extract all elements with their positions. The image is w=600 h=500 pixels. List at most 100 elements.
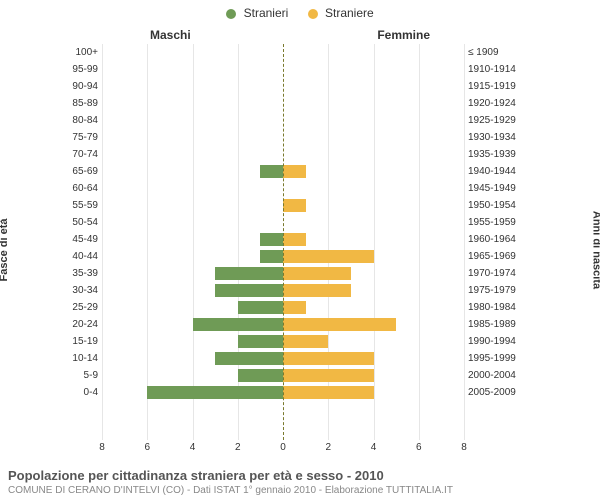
x-tick: 8 — [99, 442, 105, 453]
age-label: 95-99 — [58, 61, 102, 78]
bar-male — [147, 386, 283, 399]
age-row: 65-69 1940-1944 — [58, 163, 526, 180]
age-label: 90-94 — [58, 78, 102, 95]
age-row: 75-79 1930-1934 — [58, 129, 526, 146]
x-tick: 4 — [371, 442, 377, 453]
age-label: 55-59 — [58, 197, 102, 214]
year-label: 1970-1974 — [464, 265, 526, 282]
age-label: 35-39 — [58, 265, 102, 282]
year-label: ≤ 1909 — [464, 44, 526, 61]
male-column-title: Maschi — [150, 28, 191, 42]
age-label: 85-89 — [58, 95, 102, 112]
age-row: 80-84 1925-1929 — [58, 112, 526, 129]
age-row: 45-491960-1964 — [58, 231, 526, 248]
bar-female — [283, 386, 374, 399]
age-label: 20-24 — [58, 316, 102, 333]
footer: Popolazione per cittadinanza straniera p… — [8, 468, 592, 496]
age-label: 40-44 — [58, 248, 102, 265]
age-row: 95-99 1910-1914 — [58, 61, 526, 78]
year-label: 1965-1969 — [464, 248, 526, 265]
bar-male — [238, 301, 283, 314]
rows-container: 100+≤ 190995-991910-191490-941915-191985… — [58, 44, 526, 401]
age-label: 70-74 — [58, 146, 102, 163]
year-label: 1945-1949 — [464, 180, 526, 197]
age-label: 5-9 — [58, 367, 102, 384]
bar-female — [283, 284, 351, 297]
age-label: 100+ — [58, 44, 102, 61]
age-row: 30-341975-1979 — [58, 282, 526, 299]
age-row: 70-74 1935-1939 — [58, 146, 526, 163]
legend-male-swatch — [226, 9, 236, 19]
age-label: 25-29 — [58, 299, 102, 316]
age-row: 85-89 1920-1924 — [58, 95, 526, 112]
x-tick: 2 — [325, 442, 331, 453]
bar-male — [260, 250, 283, 263]
age-row: 35-39 1970-1974 — [58, 265, 526, 282]
legend-female-label: Straniere — [325, 6, 374, 20]
x-tick: 2 — [235, 442, 241, 453]
year-label: 1960-1964 — [464, 231, 526, 248]
age-row: 100+ ≤ 1909 — [58, 44, 526, 61]
year-label: 2005-2009 — [464, 384, 526, 401]
x-tick: 6 — [144, 442, 150, 453]
x-tick: 4 — [190, 442, 196, 453]
bar-male — [215, 352, 283, 365]
bar-female — [283, 352, 374, 365]
x-tick: 6 — [416, 442, 422, 453]
age-label: 10-14 — [58, 350, 102, 367]
bar-male — [260, 233, 283, 246]
age-row: 60-641945-1949 — [58, 180, 526, 197]
bar-female — [283, 233, 306, 246]
year-label: 1915-1919 — [464, 78, 526, 95]
female-column-title: Femmine — [377, 28, 430, 42]
x-axis-inner: 864202468 — [102, 442, 464, 458]
year-label: 1940-1944 — [464, 163, 526, 180]
age-label: 65-69 — [58, 163, 102, 180]
age-row: 55-59 1950-1954 — [58, 197, 526, 214]
age-row: 50-54 1955-1959 — [58, 214, 526, 231]
age-label: 75-79 — [58, 129, 102, 146]
year-label: 1930-1934 — [464, 129, 526, 146]
bar-female — [283, 318, 396, 331]
bar-female — [283, 369, 374, 382]
year-label: 1950-1954 — [464, 197, 526, 214]
age-label: 80-84 — [58, 112, 102, 129]
legend-female-swatch — [308, 9, 318, 19]
bar-male — [238, 369, 283, 382]
year-label: 1910-1914 — [464, 61, 526, 78]
year-label: 1955-1959 — [464, 214, 526, 231]
legend-female: Straniere — [308, 6, 374, 20]
bar-female — [283, 250, 374, 263]
year-label: 1980-1984 — [464, 299, 526, 316]
legend-male: Stranieri — [226, 6, 288, 20]
plot-area: 100+≤ 190995-991910-191490-941915-191985… — [58, 44, 526, 440]
year-label: 1935-1939 — [464, 146, 526, 163]
age-label: 30-34 — [58, 282, 102, 299]
age-row: 40-44 1965-1969 — [58, 248, 526, 265]
footer-title: Popolazione per cittadinanza straniera p… — [8, 468, 592, 483]
age-label: 0-4 — [58, 384, 102, 401]
bar-female — [283, 165, 306, 178]
x-axis: 864202468 — [58, 442, 526, 458]
year-label: 1920-1924 — [464, 95, 526, 112]
year-label: 1990-1994 — [464, 333, 526, 350]
year-label: 1995-1999 — [464, 350, 526, 367]
age-label: 15-19 — [58, 333, 102, 350]
age-label: 50-54 — [58, 214, 102, 231]
year-label: 2000-2004 — [464, 367, 526, 384]
age-row: 90-94 1915-1919 — [58, 78, 526, 95]
bar-male — [215, 267, 283, 280]
age-row: 15-19 1990-1994 — [58, 333, 526, 350]
chart-frame: Stranieri Straniere Maschi Femmine Fasce… — [0, 0, 600, 500]
footer-subtitle: COMUNE DI CERANO D'INTELVI (CO) - Dati I… — [8, 485, 592, 496]
year-label: 1925-1929 — [464, 112, 526, 129]
age-row: 10-14 1995-1999 — [58, 350, 526, 367]
bar-female — [283, 267, 351, 280]
age-row: 20-241985-1989 — [58, 316, 526, 333]
bar-male — [215, 284, 283, 297]
age-row: 25-29 1980-1984 — [58, 299, 526, 316]
age-row: 5-9 2000-2004 — [58, 367, 526, 384]
age-row: 0-4 2005-2009 — [58, 384, 526, 401]
bar-male — [238, 335, 283, 348]
yaxis-right-title: Anni di nascita — [590, 211, 600, 289]
